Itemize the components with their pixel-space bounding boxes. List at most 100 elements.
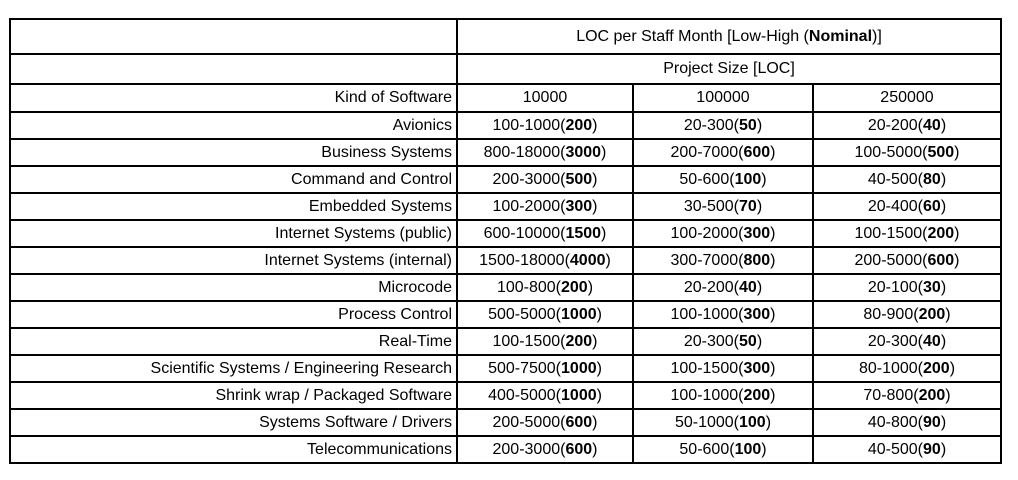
nominal-value: 500 [927,143,955,161]
title-nominal-emphasis: Nominal [808,27,873,45]
loc-range-cell-size-250000: 20-200(40) [812,111,1002,140]
title-row: LOC per Staff Month [Low-High (Nominal)] [9,18,1002,55]
loc-range-cell-size-250000: 70-800(200) [812,381,1002,410]
loc-range-cell-size-250000: 40-500(80) [812,165,1002,194]
loc-range-cell-size-100000: 100-2000(300) [632,219,814,248]
nominal-value: 200 [565,116,593,134]
nominal-value: 300 [565,197,593,215]
loc-range-cell-size-10000: 100-2000(300) [456,192,634,221]
loc-range-cell-size-100000: 50-600(100) [632,435,814,464]
spacer-cell [9,53,458,85]
loc-range-cell-size-10000: 500-5000(1000) [456,300,634,329]
loc-range-cell-size-10000: 100-800(200) [456,273,634,302]
nominal-value: 500 [565,170,593,188]
table-row: Real-Time 100-1500(200) 20-300(50) 20-300(4… [9,327,1002,356]
nominal-value: 1000 [561,386,597,404]
nominal-value: 200 [743,386,771,404]
loc-per-staff-month-table: LOC per Staff Month [Low-High (Nominal)]… [9,18,1002,464]
row-label: Process Control [9,300,458,329]
nominal-value: 4000 [569,251,606,269]
table-row: Shrink wrap / Packaged Software 400-5000(… [9,381,1002,410]
loc-range-cell-size-250000: 20-100(30) [812,273,1002,302]
table-row: Scientific Systems / Engineering Researc… [9,354,1002,383]
table-row: Process Control 500-5000(1000) 100-1000(30… [9,300,1002,329]
nominal-value: 40 [739,278,757,296]
table-row: Command and Control 200-3000(500) 50-600(1… [9,165,1002,194]
nominal-value: 200 [923,359,950,377]
subtitle-row: Project Size [LOC] [9,53,1002,85]
nominal-value: 200 [927,224,955,242]
nominal-value: 800 [743,251,771,269]
size-column-header-100000: 100000 [632,83,814,113]
loc-range-cell-size-250000: 20-300(40) [812,327,1002,356]
table-row: Systems Software / Drivers 200-5000(600) 5… [9,408,1002,437]
loc-range-cell-size-250000: 40-800(90) [812,408,1002,437]
row-label: Scientific Systems / Engineering Researc… [9,354,458,383]
loc-range-cell-size-10000: 200-3000(500) [456,165,634,194]
row-label: Embedded Systems [9,192,458,221]
nominal-value: 200 [918,386,946,404]
loc-range-cell-size-100000: 50-1000(100) [632,408,814,437]
table-row: Avionics 100-1000(200) 20-300(50) 20-200(40… [9,111,1002,140]
loc-range-cell-size-100000: 20-300(50) [632,111,814,140]
loc-range-cell-size-10000: 200-5000(600) [456,408,634,437]
loc-range-cell-size-250000: 200-5000(600) [812,246,1002,275]
size-column-header-250000: 250000 [812,83,1002,113]
nominal-value: 600 [927,251,955,269]
loc-range-cell-size-250000: 20-400(60) [812,192,1002,221]
row-label: Internet Systems (public) [9,219,458,248]
nominal-value: 300 [743,359,771,377]
loc-range-cell-size-100000: 300-7000(800) [632,246,814,275]
loc-range-cell-size-250000: 40-500(90) [812,435,1002,464]
nominal-value: 50 [739,332,757,350]
row-label: Command and Control [9,165,458,194]
loc-range-cell-size-100000: 50-600(100) [632,165,814,194]
loc-range-cell-size-10000: 100-1500(200) [456,327,634,356]
table-row: Telecommunications 200-3000(600) 50-600(10… [9,435,1002,464]
loc-range-cell-size-100000: 100-1000(300) [632,300,814,329]
nominal-value: 3000 [565,143,602,161]
nominal-value: 600 [565,413,593,431]
loc-range-cell-size-250000: 100-1500(200) [812,219,1002,248]
nominal-value: 600 [743,143,771,161]
nominal-value: 80 [923,170,941,188]
nominal-value: 1000 [561,359,597,377]
nominal-value: 90 [923,413,941,431]
loc-range-cell-size-250000: 100-5000(500) [812,138,1002,167]
loc-range-cell-size-10000: 500-7500(1000) [456,354,634,383]
size-column-header-10000: 10000 [456,83,634,113]
loc-range-cell-size-100000: 20-300(50) [632,327,814,356]
nominal-value: 100 [739,413,766,431]
row-label: Telecommunications [9,435,458,464]
spacer-cell [9,18,458,55]
loc-range-cell-size-10000: 800-18000(3000) [456,138,634,167]
table-row: Internet Systems (public) 600-10000(1500)… [9,219,1002,248]
loc-range-cell-size-250000: 80-1000(200) [812,354,1002,383]
nominal-value: 70 [739,197,757,215]
project-size-header: Project Size [LOC] [456,53,1002,85]
row-label: Business Systems [9,138,458,167]
table-row: Internet Systems (internal) 1500-18000(40… [9,246,1002,275]
loc-range-cell-size-10000: 600-10000(1500) [456,219,634,248]
title-prefix: LOC per Staff Month [Low-High ( [576,27,809,45]
nominal-value: 600 [565,440,593,458]
nominal-value: 300 [743,224,771,242]
nominal-value: 40 [923,332,941,350]
row-label: Microcode [9,273,458,302]
loc-range-cell-size-100000: 30-500(70) [632,192,814,221]
nominal-value: 50 [739,116,757,134]
row-label: Avionics [9,111,458,140]
nominal-value: 100 [734,170,762,188]
nominal-value: 300 [743,305,771,323]
row-label: Internet Systems (internal) [9,246,458,275]
loc-range-cell-size-100000: 100-1500(300) [632,354,814,383]
nominal-value: 90 [923,440,941,458]
loc-range-cell-size-10000: 400-5000(1000) [456,381,634,410]
nominal-value: 40 [923,116,941,134]
table-title: LOC per Staff Month [Low-High (Nominal)] [456,18,1002,55]
nominal-value: 30 [923,278,941,296]
column-header-row: Kind of Software 10000 100000 250000 [9,83,1002,113]
nominal-value: 1500 [565,224,602,242]
nominal-value: 1000 [561,305,597,323]
loc-range-cell-size-100000: 100-1000(200) [632,381,814,410]
